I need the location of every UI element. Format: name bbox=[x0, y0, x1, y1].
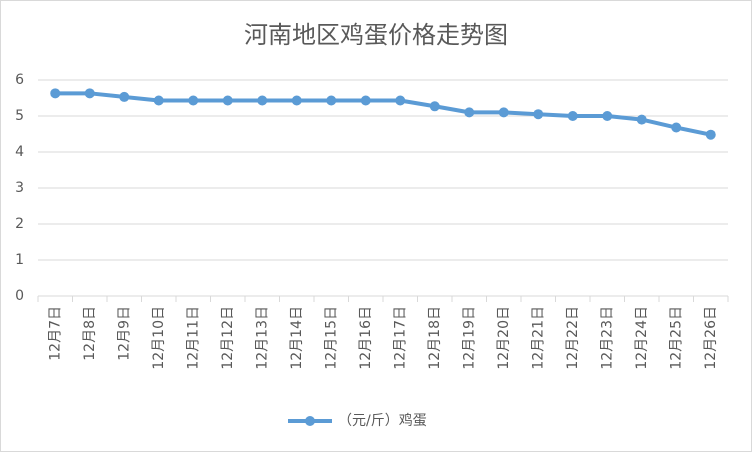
point bbox=[705, 129, 716, 140]
point bbox=[429, 101, 440, 112]
point bbox=[671, 122, 682, 133]
x-tick-label: 12月10日 bbox=[151, 306, 167, 370]
x-tick-label: 12月26日 bbox=[703, 306, 719, 370]
x-tick-label: 12月24日 bbox=[634, 306, 650, 370]
point bbox=[567, 111, 578, 121]
x-tick-label: 12月23日 bbox=[599, 306, 615, 370]
x-tick-label: 12月14日 bbox=[289, 306, 305, 370]
point bbox=[464, 107, 475, 118]
y-tick-label: 0 bbox=[15, 288, 24, 304]
x-tick-label: 12月17日 bbox=[392, 306, 408, 370]
point bbox=[326, 95, 337, 106]
point bbox=[533, 109, 544, 120]
chart-title: 河南地区鸡蛋价格走势图 bbox=[244, 21, 508, 49]
point bbox=[257, 95, 268, 106]
point bbox=[636, 114, 647, 125]
y-tick-label: 6 bbox=[15, 72, 24, 88]
point bbox=[395, 95, 406, 106]
y-tick-label: 2 bbox=[15, 216, 24, 232]
y-tick-label: 4 bbox=[15, 144, 24, 160]
point bbox=[188, 95, 199, 106]
x-tick-label: 12月18日 bbox=[427, 306, 443, 370]
point bbox=[291, 95, 302, 106]
series-line bbox=[55, 91, 712, 137]
point bbox=[153, 95, 164, 106]
y-tick-label: 5 bbox=[15, 108, 24, 124]
y-tick-label: 1 bbox=[15, 252, 24, 268]
point bbox=[222, 95, 233, 106]
x-tick-label: 12月13日 bbox=[254, 306, 270, 370]
x-tick-label: 12月22日 bbox=[565, 306, 581, 370]
x-tick-label: 12月11日 bbox=[185, 306, 201, 370]
x-tick-label: 12月21日 bbox=[530, 306, 546, 370]
x-tick-label: 12月16日 bbox=[358, 306, 374, 370]
y-tick-label: 3 bbox=[15, 180, 24, 196]
x-tick-label: 12月15日 bbox=[323, 306, 339, 370]
x-tick-label: 12月12日 bbox=[220, 306, 236, 370]
x-tick-label: 12月19日 bbox=[461, 306, 477, 370]
point bbox=[498, 107, 509, 118]
point bbox=[50, 88, 61, 99]
point bbox=[119, 91, 130, 102]
point bbox=[360, 95, 371, 106]
x-tick-label: 12月20日 bbox=[496, 306, 512, 370]
x-tick-label: 12月25日 bbox=[668, 306, 684, 370]
point bbox=[84, 88, 95, 99]
x-tick-label: 12月7日 bbox=[47, 306, 63, 361]
x-tick-label: 12月8日 bbox=[82, 306, 98, 361]
point bbox=[602, 111, 613, 121]
legend-marker bbox=[305, 416, 315, 426]
legend-label: （元/斤）鸡蛋 bbox=[338, 412, 427, 429]
x-tick-label: 12月9日 bbox=[116, 306, 132, 361]
